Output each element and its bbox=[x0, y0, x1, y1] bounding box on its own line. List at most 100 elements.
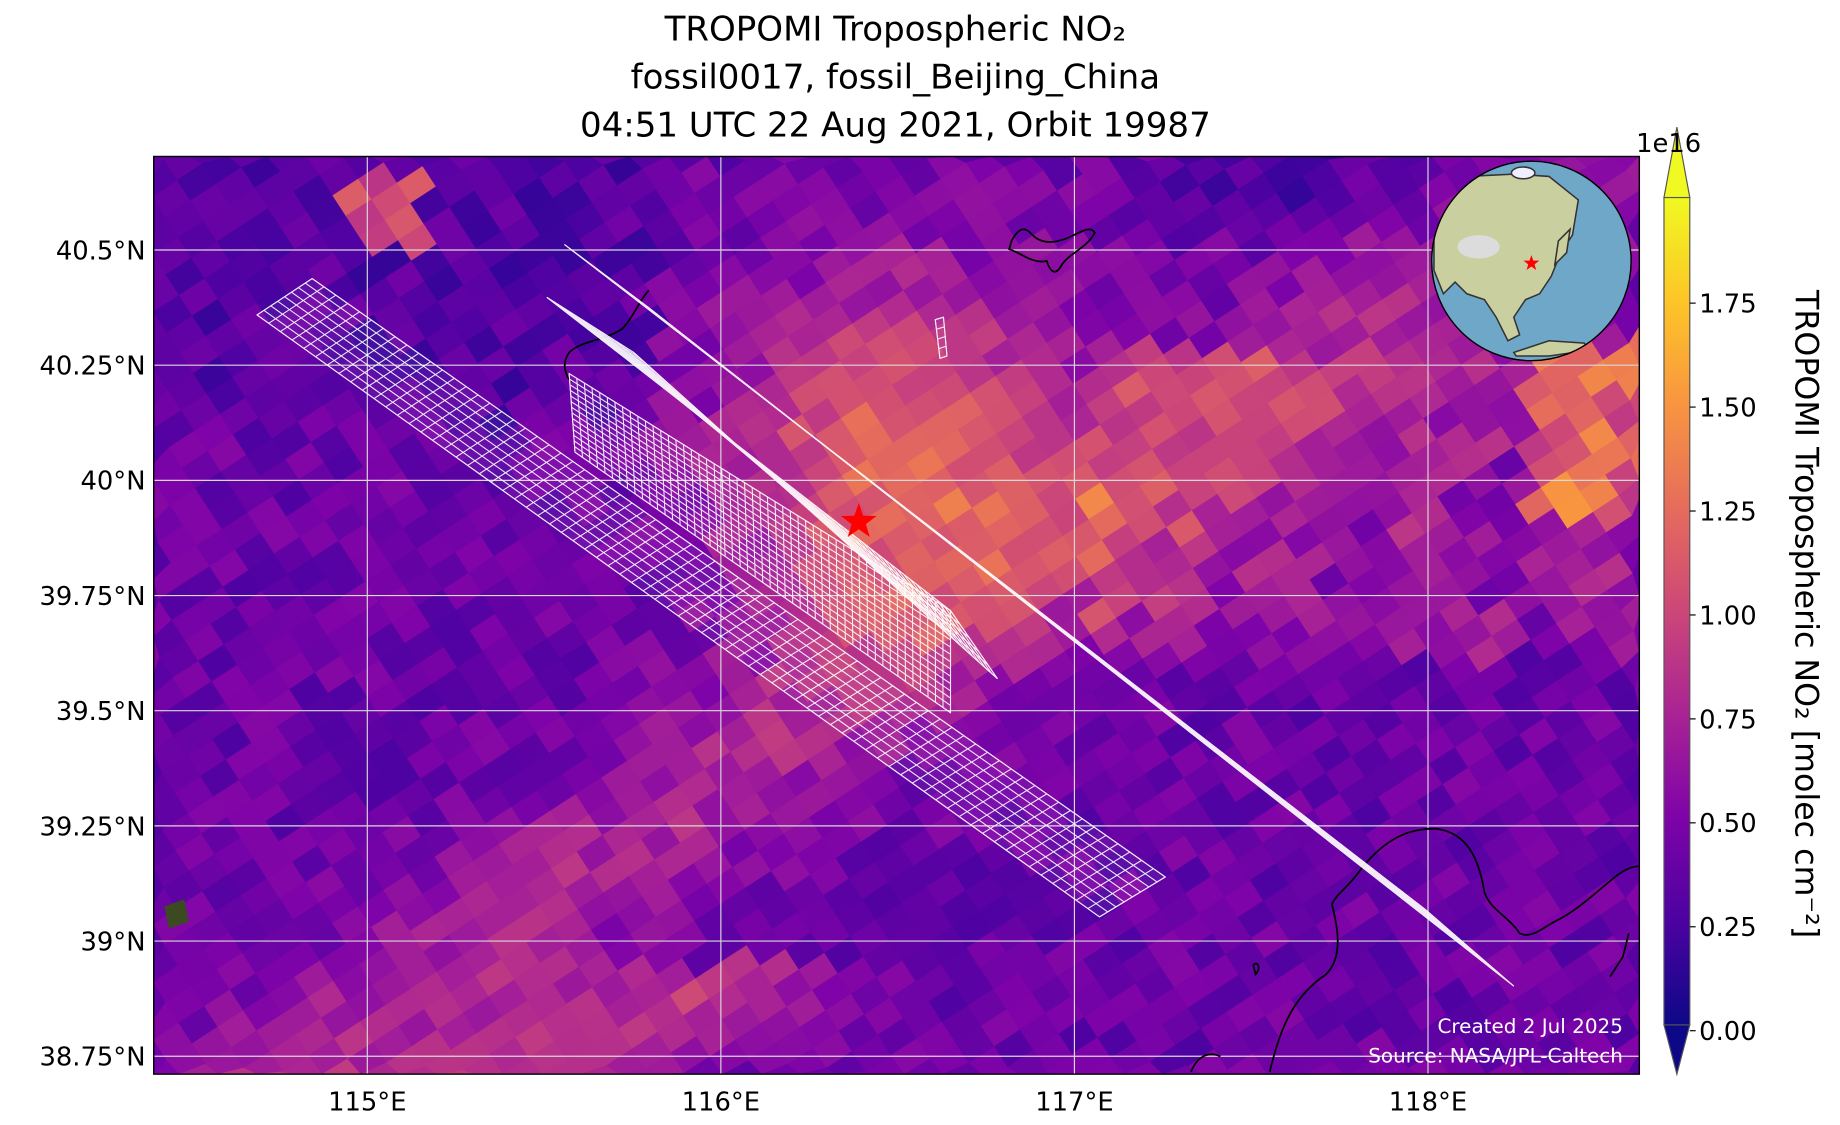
footprint-line bbox=[850, 548, 854, 645]
footprint-line bbox=[683, 444, 689, 531]
no2-pixel bbox=[1525, 1062, 1566, 1075]
footprint-line bbox=[420, 394, 479, 433]
no2-pixel bbox=[1603, 342, 1640, 381]
source-credit: Source: NASA/JPL-Caltech bbox=[1368, 1043, 1623, 1067]
footprint-line bbox=[675, 439, 681, 526]
footprint-line bbox=[642, 552, 704, 592]
footprint-line bbox=[866, 558, 869, 656]
footprint-line bbox=[573, 317, 659, 375]
footprint-line bbox=[1087, 868, 1154, 909]
no2-pixel bbox=[1564, 1066, 1604, 1075]
no2-pixel bbox=[1163, 1065, 1203, 1075]
y-tick-label: 39°N bbox=[80, 927, 145, 957]
footprint-line bbox=[751, 487, 756, 578]
footprint-line bbox=[560, 307, 647, 364]
coastline-reservoir bbox=[1008, 228, 1096, 273]
footprint-line bbox=[537, 477, 597, 517]
y-tick-label: 39.25°N bbox=[39, 812, 145, 842]
footprint-line bbox=[827, 534, 831, 630]
colorbar-tick-label: 1.75 bbox=[1699, 290, 1756, 320]
footprint-line bbox=[923, 751, 988, 792]
footprint-line bbox=[936, 326, 945, 330]
no2-pixel bbox=[1635, 729, 1640, 767]
footprint-line bbox=[583, 383, 591, 463]
footprint-line bbox=[896, 568, 950, 636]
no2-pixel bbox=[943, 1062, 983, 1075]
footprint-line bbox=[432, 402, 491, 441]
footprint-line bbox=[982, 793, 1048, 834]
footprint-line bbox=[455, 419, 514, 458]
x-tick-label: 118°E bbox=[1389, 1088, 1467, 1118]
no2-pixel bbox=[1600, 955, 1640, 994]
footprint-line bbox=[1099, 876, 1166, 918]
footprint-line bbox=[881, 567, 884, 666]
no2-pixel bbox=[1573, 156, 1614, 168]
no2-pixel bbox=[438, 1070, 478, 1075]
colorbar-extend-low bbox=[1663, 1024, 1691, 1077]
footprint-line bbox=[546, 296, 634, 353]
coastline-island bbox=[1609, 933, 1630, 978]
colorbar-gradient bbox=[1663, 196, 1691, 1026]
footprint-line bbox=[666, 568, 728, 608]
footprint-line bbox=[929, 594, 980, 663]
footprint-line bbox=[397, 377, 455, 416]
footprint-line bbox=[876, 718, 941, 759]
footprint-line bbox=[805, 520, 809, 614]
footprint-line bbox=[947, 768, 1012, 809]
no2-pixel bbox=[1626, 938, 1640, 977]
colorbar-tick-label: 0.00 bbox=[1699, 1017, 1756, 1047]
no2-pixel bbox=[218, 1067, 258, 1075]
footprint-line bbox=[701, 593, 763, 634]
footprint-line bbox=[560, 494, 621, 533]
no2-pixel bbox=[723, 1059, 763, 1075]
no2-pixel bbox=[1614, 975, 1640, 1014]
globe-inset bbox=[1430, 160, 1632, 362]
no2-pixel bbox=[542, 1061, 582, 1075]
footprint-line bbox=[888, 726, 953, 767]
footprint-line bbox=[525, 469, 585, 508]
footprint-line bbox=[766, 496, 771, 588]
no2-pixel bbox=[1612, 860, 1640, 899]
footprint-line bbox=[326, 327, 384, 366]
footprint-line bbox=[724, 610, 787, 650]
footprint-line bbox=[268, 286, 325, 324]
no2-pixel bbox=[991, 156, 1031, 167]
no2-pixel bbox=[1124, 1061, 1164, 1075]
footprint-line bbox=[553, 302, 641, 359]
footprint-line bbox=[935, 760, 1000, 801]
footprint-line bbox=[820, 530, 824, 625]
footprint-line bbox=[514, 460, 574, 500]
footprint-line bbox=[759, 492, 764, 583]
footprint-line bbox=[713, 602, 775, 642]
no2-pixel bbox=[864, 1054, 905, 1075]
no2-pixel bbox=[1383, 1067, 1423, 1075]
no2-pixel bbox=[668, 156, 709, 174]
title-line-2: fossil0017, fossil_Beijing_China bbox=[631, 57, 1160, 97]
footprint-swath-4 bbox=[568, 372, 952, 714]
footprint-line bbox=[841, 693, 905, 734]
footprint-line bbox=[315, 319, 372, 358]
colorbar-offset-label: 1e16 bbox=[1636, 129, 1701, 159]
coastline-south bbox=[1190, 1053, 1221, 1073]
footprint-line bbox=[580, 322, 665, 381]
footprint-line bbox=[812, 525, 816, 619]
footprint-line bbox=[806, 668, 870, 709]
footprint-swath-1 bbox=[256, 277, 1167, 918]
footprint-line bbox=[958, 776, 1024, 818]
no2-pixel bbox=[801, 1067, 841, 1075]
footprint-line bbox=[843, 544, 846, 640]
footprint-line bbox=[490, 444, 550, 483]
colorbar-tick-label: 0.50 bbox=[1699, 809, 1756, 839]
no2-pixel bbox=[1626, 210, 1640, 250]
globe-arctic-ice bbox=[1510, 166, 1536, 180]
no2-pixel bbox=[551, 156, 591, 162]
no2-pixel bbox=[1085, 1057, 1125, 1075]
no2-pixel bbox=[409, 156, 449, 167]
footprint-line bbox=[748, 627, 811, 667]
no2-pixel bbox=[1134, 156, 1174, 162]
no2-pixel bbox=[1202, 1069, 1242, 1075]
footprint-line bbox=[637, 416, 644, 500]
no2-pixel bbox=[502, 1057, 543, 1075]
footprint-line bbox=[759, 635, 822, 675]
footprint-line bbox=[721, 468, 726, 557]
